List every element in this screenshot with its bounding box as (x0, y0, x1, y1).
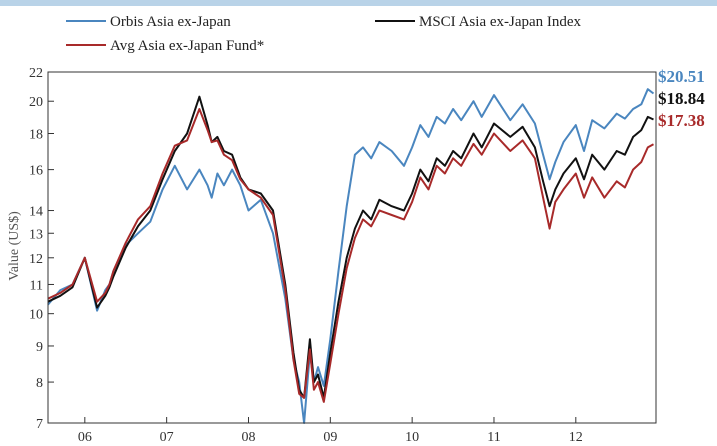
series-line-1 (47, 88, 655, 424)
x-tick-label: 08 (241, 430, 255, 445)
y-tick-label: 16 (29, 164, 43, 179)
end-value-label: $17.38 (658, 111, 705, 130)
x-tick-label: 09 (323, 430, 337, 445)
series-line-3 (47, 108, 654, 403)
legend: Orbis Asia ex-Japan MSCI Asia ex-Japan In… (66, 14, 582, 54)
y-tick-label: 9 (36, 340, 43, 355)
x-tick-label: 10 (405, 430, 419, 445)
top-rule (0, 0, 717, 6)
end-value-label: $18.84 (658, 89, 705, 108)
y-tick-label: 14 (29, 205, 43, 220)
x-tick-label: 07 (160, 430, 174, 445)
x-tick-label: 12 (569, 430, 583, 445)
y-tick-label: 12 (29, 252, 43, 267)
end-value-label: $20.51 (658, 67, 705, 86)
y-tick-label: 10 (29, 308, 43, 323)
legend-label: Orbis Asia ex-Japan (110, 14, 231, 30)
series-line-2 (47, 95, 654, 399)
y-axis-title: Value (US$) (7, 211, 22, 281)
y-axis: 7 8 9 10 11 12 13 14 16 18 20 22 (29, 66, 54, 432)
x-tick-label: 06 (78, 430, 92, 445)
x-axis: 06 07 08 09 10 11 12 (78, 417, 583, 445)
y-tick-label: 11 (30, 278, 43, 293)
end-labels: $20.51 $18.84 $17.38 (658, 67, 705, 130)
y-tick-label: 20 (29, 95, 43, 110)
legend-label: Avg Asia ex-Japan Fund* (110, 38, 264, 54)
y-tick-label: 13 (29, 227, 43, 242)
y-tick-label: 8 (36, 376, 43, 391)
y-tick-label: 22 (29, 66, 43, 81)
plot-lines (47, 88, 655, 424)
y-tick-label: 7 (36, 417, 43, 432)
plot-frame (47, 71, 657, 424)
x-tick-label: 11 (487, 430, 500, 445)
y-tick-label: 18 (29, 128, 43, 143)
legend-label: MSCI Asia ex-Japan Index (419, 14, 582, 30)
